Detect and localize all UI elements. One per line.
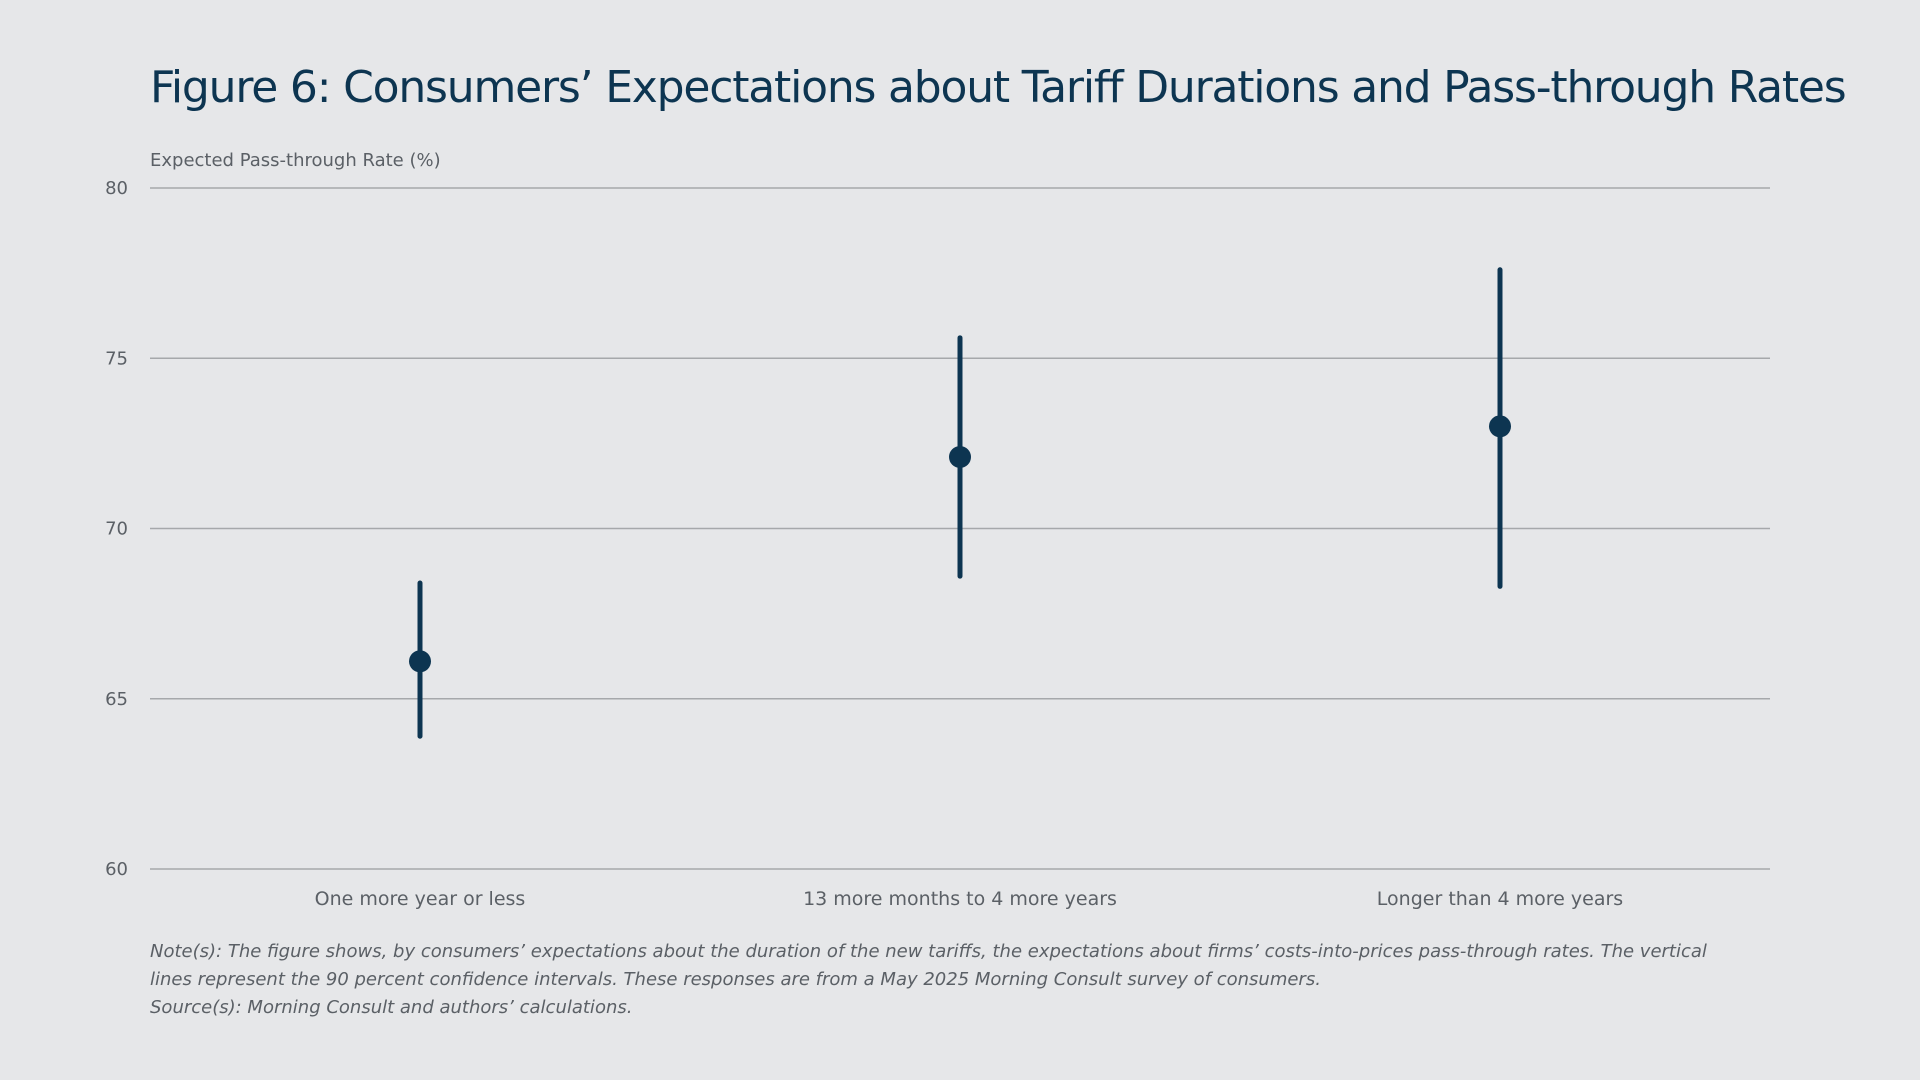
x-tick-label: Longer than 4 more years (1377, 888, 1623, 910)
point-estimate-marker (409, 650, 431, 673)
source-text: Source(s): Morning Consult and authors’ … (150, 997, 633, 1018)
y-tick-labels: 60 65 70 75 80 (105, 178, 128, 880)
chart-title: Figure 6: Consumers’ Expectations about … (150, 62, 1847, 113)
note-text: Note(s): The figure shows, by consumers’… (150, 941, 1707, 990)
y-tick-label: 80 (105, 178, 128, 199)
chart-notes: Note(s): The figure shows, by consumers’… (150, 938, 1710, 1022)
y-tick-label: 60 (105, 859, 128, 880)
y-tick-label: 70 (105, 519, 128, 540)
x-tick-label: One more year or less (315, 888, 526, 910)
x-tick-label: 13 more months to 4 more years (803, 888, 1117, 910)
series-points (409, 267, 1511, 739)
x-tick-labels: One more year or less 13 more months to 4… (315, 888, 1624, 910)
point-estimate-marker (1489, 415, 1511, 438)
y-axis-title: Expected Pass-through Rate (%) (150, 150, 441, 171)
point-estimate-marker (949, 445, 971, 468)
y-tick-label: 65 (105, 689, 128, 710)
y-tick-label: 75 (105, 348, 128, 369)
